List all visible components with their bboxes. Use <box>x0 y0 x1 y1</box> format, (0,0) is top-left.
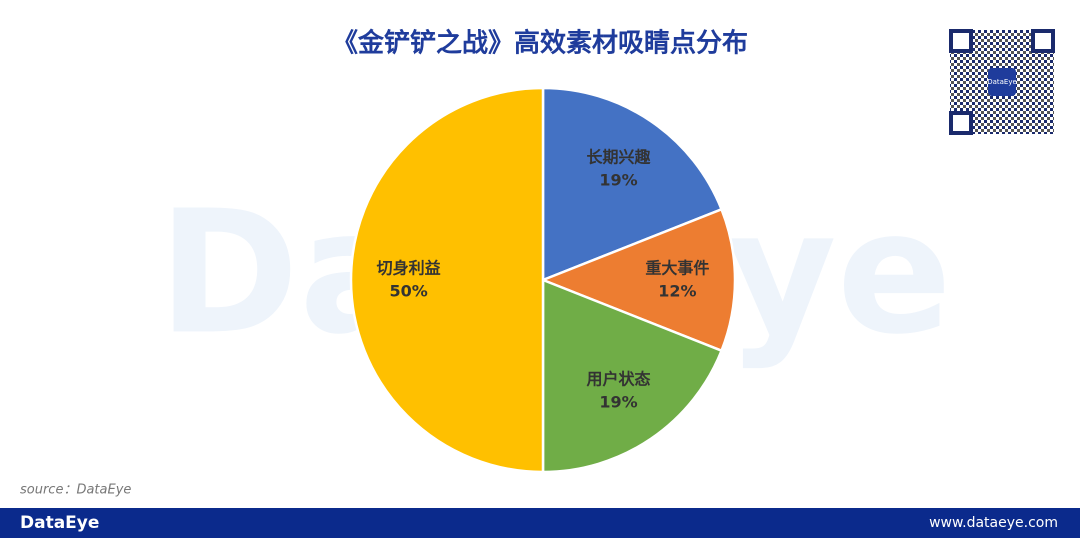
footer-brand: DataEye <box>20 513 99 533</box>
slice-label: 切身利益 <box>377 259 441 278</box>
pie-slice <box>541 86 724 282</box>
footer-url: www.dataeye.com <box>929 515 1058 531</box>
qr-logo: DataEye <box>987 78 1017 86</box>
pie-slice <box>349 86 545 474</box>
slice-label: 用户状态 <box>587 370 651 389</box>
value-label: 19% <box>599 170 637 189</box>
value-label: 19% <box>599 393 637 412</box>
pie-slice <box>541 278 724 474</box>
value-label: 50% <box>389 282 427 301</box>
chart-title: 《金铲铲之战》高效素材吸睛点分布 <box>332 28 748 59</box>
slice-label: 重大事件 <box>645 259 709 278</box>
qr-code: DataEye <box>949 29 1055 135</box>
value-label: 12% <box>658 282 696 301</box>
pie-slice <box>539 207 737 353</box>
slice-label: 长期兴趣 <box>587 147 652 166</box>
source-note: source：DataEye <box>20 483 131 498</box>
footer-bar <box>0 508 1080 538</box>
